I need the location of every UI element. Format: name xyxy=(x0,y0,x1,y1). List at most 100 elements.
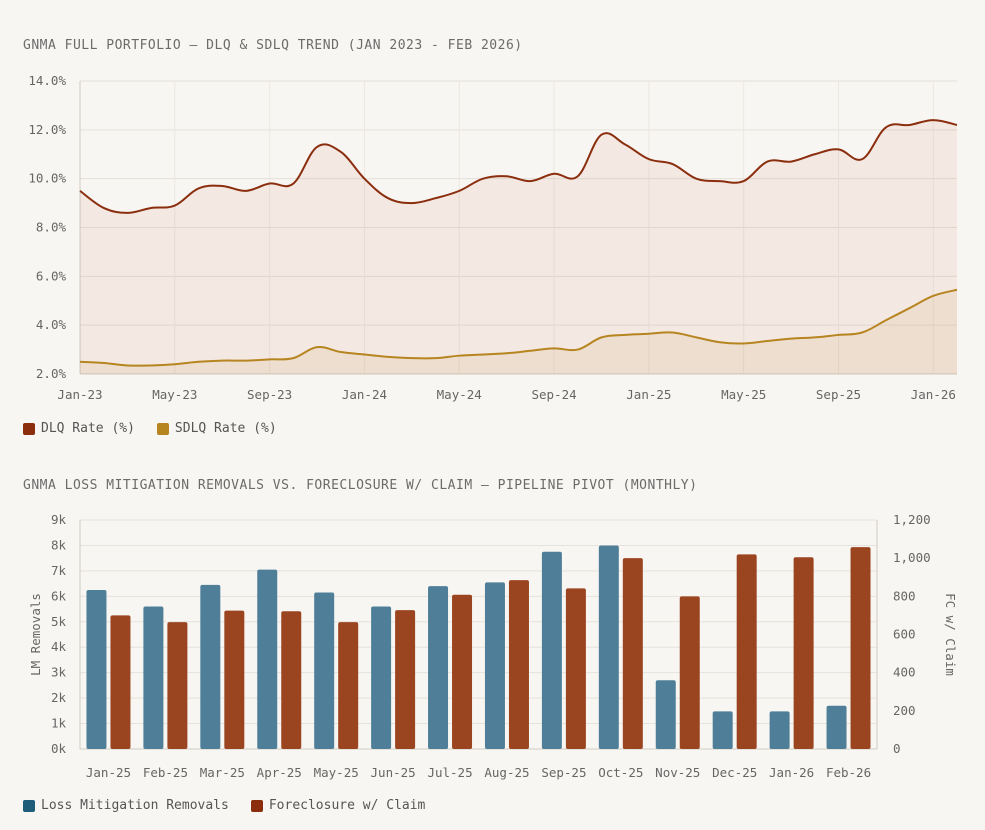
legend-label-fc: Foreclosure w/ Claim xyxy=(268,798,426,813)
y-tick-label: 8.0% xyxy=(36,220,67,235)
bar-fc-Dec-25 xyxy=(736,554,757,749)
y-tick-label: 0k xyxy=(51,741,67,756)
chart2-title: GNMA LOSS MITIGATION REMOVALS VS. FORECL… xyxy=(23,478,698,493)
x-tick-label: Sep-25 xyxy=(816,387,861,402)
bar-fc-Feb-25 xyxy=(167,622,188,749)
bar-fc-Feb-26 xyxy=(850,547,871,749)
x-tick-label: Apr-25 xyxy=(257,765,302,780)
x-tick-label: May-24 xyxy=(437,387,482,402)
dlq-trend-chart: 2.0% 4.0% 6.0% 8.0% 10.0% 12.0% 14.0% Jan-23 May… xyxy=(28,73,958,402)
x-tick-label: Jan-24 xyxy=(342,387,387,402)
x-tick-label: Jan-26 xyxy=(911,387,956,402)
bar-lm-Nov-25 xyxy=(655,680,676,749)
bar-fc-Jul-25 xyxy=(452,594,473,749)
y2-tick-label: 400 xyxy=(893,665,916,680)
y-tick-label: 10.0% xyxy=(28,171,66,186)
y2-tick-label: 600 xyxy=(893,627,916,642)
y-tick-label: 9k xyxy=(51,512,67,527)
x-tick-label: Aug-25 xyxy=(484,765,529,780)
y-tick-label: 2k xyxy=(51,690,67,705)
y-axis-title: LM Removals xyxy=(28,593,43,676)
fc-swatch xyxy=(250,799,263,812)
legend-label-dlq: DLQ Rate (%) xyxy=(41,421,135,436)
x-tick-label: May-25 xyxy=(721,387,766,402)
x-tick-label: Sep-24 xyxy=(531,387,576,402)
bar-fc-Sep-25 xyxy=(565,588,586,749)
series-line-1 xyxy=(79,288,958,367)
y2-tick-label: 1,200 xyxy=(893,512,931,527)
x-tick-label: Jan-25 xyxy=(626,387,671,402)
lm-swatch xyxy=(23,799,35,812)
x-tick-label: Sep-23 xyxy=(247,387,292,402)
x-tick-label: Jun-25 xyxy=(371,765,416,780)
y-tick-label: 1k xyxy=(51,716,67,731)
legend-item-sdlq[interactable]: SDLQ Rate (%) xyxy=(156,421,277,436)
y-tick-label: 6k xyxy=(51,588,67,603)
x-tick-label: Oct-25 xyxy=(598,765,643,780)
chart1-legend: DLQ Rate (%) SDLQ Rate (%) xyxy=(23,421,277,436)
pipeline-pivot-chart: 0k 1k 2k 3k 4k 5k 6k 7k 8k 9k 0 200 400 600 800 1,000 1,… xyxy=(28,512,958,780)
x-tick-label: Mar-25 xyxy=(200,765,245,780)
bar-lm-Feb-25 xyxy=(143,606,164,749)
y-tick-label: 4k xyxy=(51,639,67,654)
bar-lm-Aug-25 xyxy=(484,582,505,749)
bar-lm-Jan-25 xyxy=(86,589,107,749)
y2-tick-label: 800 xyxy=(893,588,916,603)
bar-fc-Aug-25 xyxy=(508,580,529,749)
x-tick-label: Dec-25 xyxy=(712,765,757,780)
bar-fc-Jan-26 xyxy=(793,557,814,749)
series-line-0 xyxy=(79,119,958,214)
y-tick-label: 5k xyxy=(51,614,67,629)
y-tick-label: 4.0% xyxy=(36,317,67,332)
sdlq-swatch xyxy=(156,422,169,435)
x-tick-label: Feb-25 xyxy=(143,765,188,780)
bar-lm-May-25 xyxy=(314,592,335,749)
bar-lm-Jan-26 xyxy=(769,711,790,749)
y-tick-label: 6.0% xyxy=(36,268,67,283)
y2-axis-title: FC w/ Claim xyxy=(943,593,958,676)
y-tick-label: 14.0% xyxy=(28,73,66,88)
bar-lm-Jun-25 xyxy=(371,606,392,749)
bar-lm-Dec-25 xyxy=(712,711,733,749)
y-tick-label: 3k xyxy=(51,665,67,680)
bar-fc-Nov-25 xyxy=(679,596,700,749)
legend-label-lm: Loss Mitigation Removals xyxy=(41,798,229,813)
bar-fc-Jan-25 xyxy=(110,615,131,749)
x-tick-label: Feb-26 xyxy=(826,765,871,780)
x-tick-label: Jul-25 xyxy=(427,765,472,780)
x-tick-label: Jan-25 xyxy=(86,765,131,780)
legend-item-fc[interactable]: Foreclosure w/ Claim xyxy=(250,798,426,813)
legend-item-lm[interactable]: Loss Mitigation Removals xyxy=(23,798,229,813)
y2-tick-label: 1,000 xyxy=(893,550,931,565)
bar-lm-Feb-26 xyxy=(826,705,847,749)
dlq-swatch xyxy=(23,422,35,435)
legend-label-sdlq: SDLQ Rate (%) xyxy=(174,421,277,436)
bar-lm-Sep-25 xyxy=(541,551,562,749)
x-tick-label: Jan-26 xyxy=(769,765,814,780)
bar-lm-Apr-25 xyxy=(257,569,278,749)
series-area-0 xyxy=(80,120,957,374)
bar-fc-Oct-25 xyxy=(622,558,643,749)
chart2-legend: Loss Mitigation Removals Foreclosure w/ … xyxy=(23,798,425,813)
series-area-1 xyxy=(80,289,957,374)
bar-lm-Oct-25 xyxy=(598,545,619,749)
x-tick-label: Sep-25 xyxy=(541,765,586,780)
x-tick-label: May-23 xyxy=(152,387,197,402)
x-tick-label: Nov-25 xyxy=(655,765,700,780)
bar-fc-May-25 xyxy=(338,622,359,749)
y-tick-label: 7k xyxy=(51,563,67,578)
y2-tick-label: 200 xyxy=(893,703,916,718)
bar-lm-Jul-25 xyxy=(428,586,449,749)
y-tick-label: 12.0% xyxy=(28,122,66,137)
legend-item-dlq[interactable]: DLQ Rate (%) xyxy=(23,421,135,436)
x-tick-label: Jan-23 xyxy=(57,387,102,402)
bar-fc-Jun-25 xyxy=(395,610,416,749)
y-tick-label: 8k xyxy=(51,537,67,552)
bar-lm-Mar-25 xyxy=(200,584,221,749)
y-tick-label: 2.0% xyxy=(36,366,67,381)
x-tick-label: May-25 xyxy=(314,765,359,780)
bar-fc-Apr-25 xyxy=(281,611,302,749)
chart1-title: GNMA FULL PORTFOLIO — DLQ & SDLQ TREND (… xyxy=(23,38,523,53)
y2-tick-label: 0 xyxy=(893,741,901,756)
bar-fc-Mar-25 xyxy=(224,610,245,749)
